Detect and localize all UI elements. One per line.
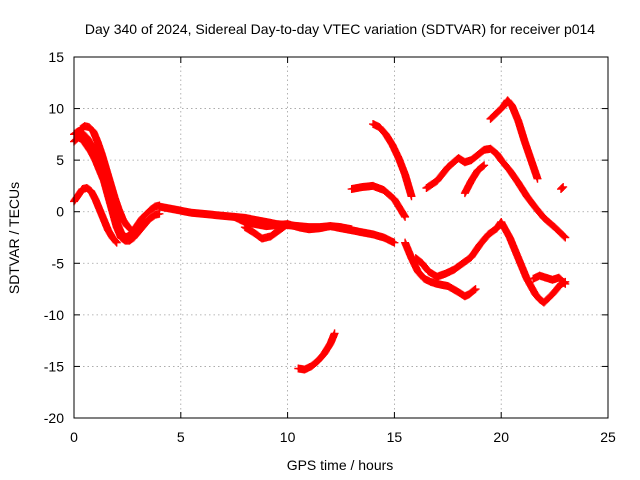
marker-trail xyxy=(294,329,339,374)
series-arc-6 xyxy=(401,238,480,301)
y-tick-label: 15 xyxy=(48,49,64,65)
marker-trail xyxy=(369,120,416,201)
x-axis-label: GPS time / hours xyxy=(287,457,394,473)
series-arc-5 xyxy=(347,181,410,221)
series-arc-10 xyxy=(422,144,570,242)
y-tick-label: 10 xyxy=(48,101,64,117)
x-tick-label: 0 xyxy=(70,429,78,445)
series-arc-9 xyxy=(529,271,570,288)
y-axis-label: SDTVAR / TECUs xyxy=(6,182,22,294)
y-tick-label: 0 xyxy=(56,204,64,220)
marker-trail xyxy=(557,182,568,194)
marker-trail xyxy=(422,144,570,242)
y-tick-label: -5 xyxy=(52,255,65,271)
series-arc-1c xyxy=(76,122,140,236)
marker-trail xyxy=(486,96,542,183)
marker-trail xyxy=(347,181,410,221)
axis-ticks xyxy=(73,56,609,419)
x-tick-label: 5 xyxy=(177,429,185,445)
marker-trail xyxy=(76,122,140,236)
series-arc-13 xyxy=(557,182,568,194)
marker-trail xyxy=(460,161,489,198)
x-tick-label: 20 xyxy=(493,429,509,445)
marker-trail xyxy=(497,218,570,307)
series-arc-8 xyxy=(497,218,570,307)
marker-trail xyxy=(529,271,570,288)
marker-trail xyxy=(411,218,506,281)
series-arc-4 xyxy=(369,120,416,201)
plot-frame xyxy=(73,56,609,419)
grid-lines xyxy=(74,57,608,418)
x-tick-labels: 0 5 10 15 20 25 xyxy=(70,429,616,445)
y-tick-label: 5 xyxy=(56,152,64,168)
y-tick-label: -20 xyxy=(44,410,64,426)
x-tick-label: 15 xyxy=(387,429,403,445)
x-tick-label: 25 xyxy=(600,429,616,445)
marker-trail xyxy=(401,238,480,301)
series-arc-7 xyxy=(411,218,506,281)
series-arc-12 xyxy=(486,96,542,183)
y-tick-labels: -20 -15 -10 -5 0 5 10 15 xyxy=(44,49,64,426)
x-tick-label: 10 xyxy=(280,429,296,445)
y-tick-label: -15 xyxy=(44,358,64,374)
y-tick-label: -10 xyxy=(44,307,64,323)
marker-trail xyxy=(240,220,292,243)
series-arc-14 xyxy=(294,329,339,374)
series-arc-3c xyxy=(240,220,292,243)
chart-title: Day 340 of 2024, Sidereal Day-to-day VTE… xyxy=(85,21,595,37)
series-arc-11 xyxy=(460,161,489,198)
